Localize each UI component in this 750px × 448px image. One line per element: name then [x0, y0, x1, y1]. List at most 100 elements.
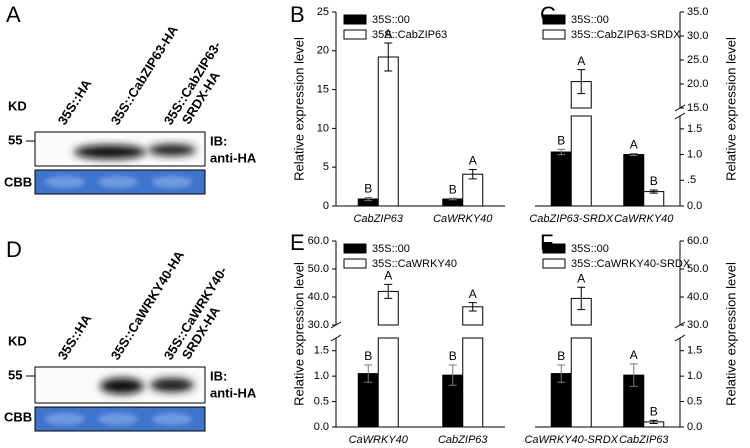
- legend-label: 35S::00: [372, 243, 410, 255]
- y-tick-label: 5: [323, 161, 329, 173]
- kd-label: KD: [8, 98, 27, 113]
- panel-label: E: [290, 230, 305, 255]
- loading-label: CBB: [4, 174, 32, 189]
- axis-break: [674, 334, 686, 342]
- cbb-band: [45, 413, 85, 425]
- ib-label: anti-HA: [210, 385, 257, 400]
- error-bar: [629, 363, 638, 387]
- significance-letter: B: [557, 134, 565, 148]
- legend-swatch: [343, 14, 367, 25]
- y-tick-label: 1.0: [314, 370, 329, 382]
- cbb-band: [45, 176, 85, 188]
- panel-label: D: [6, 237, 22, 262]
- y-tick-label: 40.0: [687, 291, 708, 303]
- x-tick-label: CaWRKY40-SRDX: [524, 434, 618, 446]
- axis-break: [330, 334, 342, 342]
- y-tick-label: 15: [317, 84, 329, 96]
- error-bar: [557, 364, 566, 383]
- x-tick-label: CabZIP63: [619, 434, 669, 446]
- y-tick-label: 50.0: [308, 263, 329, 275]
- bar: [643, 191, 665, 207]
- bar: [623, 154, 645, 207]
- y-tick-label: 50.0: [687, 263, 708, 275]
- y-tick-label: 35.0: [687, 6, 708, 18]
- y-axis-title: Relative expression level: [291, 262, 306, 406]
- bar: [377, 56, 399, 207]
- significance-letter: B: [449, 182, 457, 196]
- error-bar: [577, 69, 586, 95]
- legend-swatch: [343, 243, 367, 254]
- y-tick-label: 25: [317, 6, 329, 18]
- legend-swatch: [343, 29, 367, 40]
- significance-letter: A: [384, 27, 392, 41]
- y-tick-label: 30.0: [687, 30, 708, 42]
- x-tick-label: CaWRKY40: [614, 213, 674, 225]
- marker-label: 55: [8, 367, 22, 382]
- y-tick-label: 10: [317, 122, 329, 134]
- legend-label: 35S::00: [571, 14, 609, 26]
- band: [74, 145, 146, 159]
- legend-label: 35S::00: [571, 243, 609, 255]
- error-bar: [649, 189, 658, 194]
- significance-letter: A: [630, 138, 638, 152]
- error-bar: [384, 42, 393, 72]
- legend-swatch: [542, 258, 566, 269]
- y-tick-label: 0.5: [687, 395, 702, 407]
- y-tick-label: 15.0: [687, 102, 708, 114]
- panel-label: A: [6, 2, 21, 27]
- y-tick-label: 1.5: [687, 345, 702, 357]
- y-tick-label: 1.0: [687, 370, 702, 382]
- bar: [570, 337, 592, 428]
- legend-label: 35S::CabZIP63: [372, 29, 447, 41]
- legend-label: 35S::CabZIP63-SRDX: [571, 29, 681, 41]
- bar: [462, 337, 484, 428]
- y-tick-label: 1.5: [314, 345, 329, 357]
- significance-letter: A: [469, 287, 477, 301]
- error-bar: [364, 196, 373, 202]
- lane-label: 35S::HA: [55, 311, 95, 362]
- significance-letter: B: [449, 349, 457, 363]
- kd-label: KD: [8, 333, 27, 348]
- y-tick-label: 20.0: [687, 78, 708, 90]
- y-tick-label: 30.0: [687, 319, 708, 331]
- legend-swatch: [542, 29, 566, 40]
- legend-label: 35S::00: [372, 14, 410, 26]
- axis-break: [674, 112, 686, 120]
- cbb-band: [152, 176, 192, 188]
- y-axis-title: Relative expression level: [723, 37, 738, 181]
- loading-label: CBB: [4, 409, 32, 424]
- error-bar: [577, 286, 586, 311]
- cbb-band: [98, 413, 138, 425]
- error-bar: [448, 197, 457, 201]
- y-tick-label: 0.0: [687, 200, 702, 212]
- band: [150, 378, 194, 392]
- x-tick-label: CabZIP63-SRDX: [529, 213, 613, 225]
- band: [148, 144, 196, 156]
- bar: [550, 151, 572, 207]
- y-tick-label: 1.5: [687, 123, 702, 135]
- legend-swatch: [343, 258, 367, 269]
- cbb-band: [152, 413, 192, 425]
- cbb-band: [98, 176, 138, 188]
- legend-swatch: [542, 243, 566, 254]
- y-tick-label: 0.5: [314, 395, 329, 407]
- y-axis-title: Relative expression level: [291, 37, 306, 181]
- legend-label: 35S::CaWRKY40-SRDX: [571, 258, 691, 270]
- ib-label: anti-HA: [210, 150, 257, 165]
- error-bar: [448, 364, 457, 386]
- y-tick-label: 60.0: [687, 235, 708, 247]
- legend-label: 35S::CaWRKY40: [372, 258, 457, 270]
- y-tick-label: 30.0: [308, 319, 329, 331]
- y-tick-label: 60.0: [308, 235, 329, 247]
- significance-letter: A: [577, 54, 585, 68]
- significance-letter: B: [650, 405, 658, 419]
- y-tick-label: 0.0: [687, 421, 702, 433]
- significance-letter: A: [469, 154, 477, 168]
- y-tick-label: 20: [317, 45, 329, 57]
- x-tick-label: CaWRKY40: [349, 434, 409, 446]
- y-tick-label: 0.0: [314, 421, 329, 433]
- x-tick-label: CabZIP63: [353, 213, 403, 225]
- error-bar: [649, 419, 658, 424]
- ib-label: IB:: [210, 133, 227, 148]
